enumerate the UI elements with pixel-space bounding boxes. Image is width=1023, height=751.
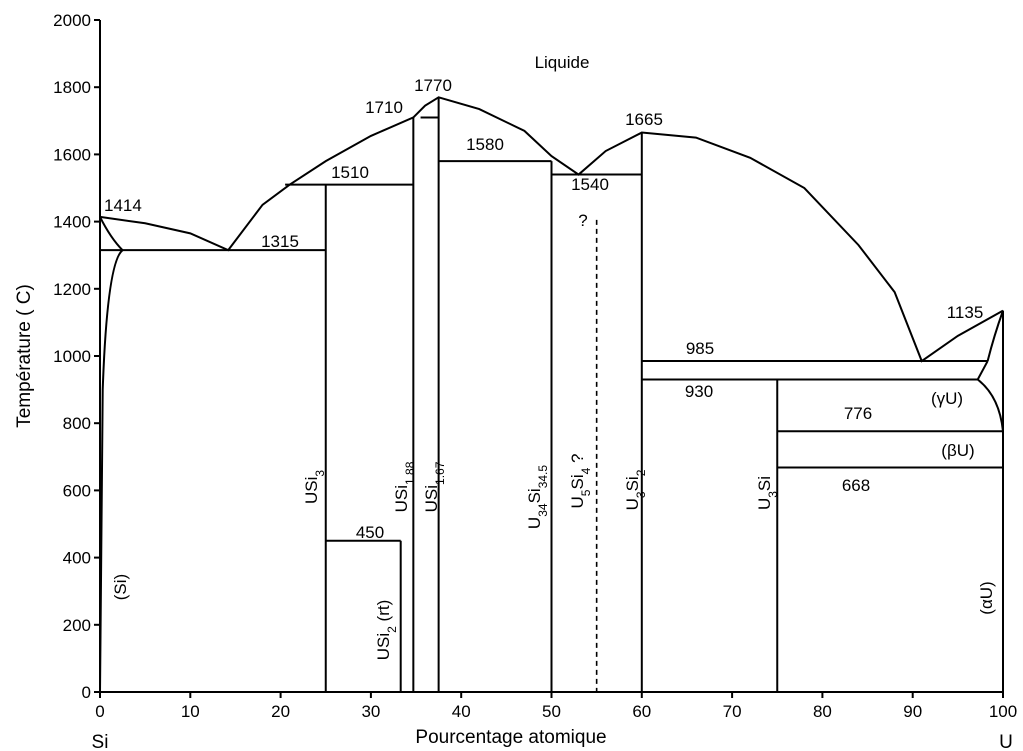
x-tick-label: 100 xyxy=(989,702,1017,721)
temperature-label: 1540 xyxy=(571,175,609,194)
y-tick-label: 400 xyxy=(63,549,91,568)
y-tick-label: 1200 xyxy=(53,280,91,299)
liquidus-curve xyxy=(99,96,1004,363)
temperature-label: 1315 xyxy=(261,232,299,251)
question-mark-label: ? xyxy=(578,211,587,230)
compound-label: U3Si2 xyxy=(623,469,648,510)
y-axis-label: Température ( C) xyxy=(14,284,35,428)
temperature-label: 1510 xyxy=(331,163,369,182)
x-tick-label: 50 xyxy=(542,702,561,721)
si-solvus-curve xyxy=(99,249,124,693)
x-tick-label: 30 xyxy=(361,702,380,721)
x-tick-label: 60 xyxy=(632,702,651,721)
temperature-label: 930 xyxy=(685,382,713,401)
x-tick-label: 10 xyxy=(181,702,200,721)
temperature-label: 450 xyxy=(356,523,384,542)
compound-label: U5Si4 ? xyxy=(568,454,593,509)
compound-label: USi1.67 xyxy=(422,461,447,512)
y-tick-label: 1400 xyxy=(53,213,91,232)
liquid-region-label: Liquide xyxy=(535,53,590,72)
temperature-label: 1135 xyxy=(947,303,984,322)
temperature-label: 776 xyxy=(844,404,872,423)
alpha-u-label: (αU) xyxy=(977,581,996,614)
compound-label: USi1.88 xyxy=(392,461,417,512)
compound-label: U34Si34.5 xyxy=(525,465,550,529)
left-end-label: Si xyxy=(92,732,109,751)
x-tick-label: 40 xyxy=(452,702,471,721)
y-tick-label: 2000 xyxy=(53,11,91,30)
y-tick-label: 1000 xyxy=(53,347,91,366)
diagram-labels: Pourcentage atomique Température ( C) Si… xyxy=(14,53,1013,751)
temperature-label: 1770 xyxy=(414,76,452,95)
x-tick-label: 90 xyxy=(903,702,922,721)
compound-label: U3Si xyxy=(755,476,780,510)
x-tick-label: 80 xyxy=(813,702,832,721)
y-tick-label: 600 xyxy=(63,481,91,500)
si-phase-label: (Si) xyxy=(111,574,130,600)
x-tick-label: 0 xyxy=(95,702,104,721)
right-end-label: U xyxy=(999,732,1013,751)
axes: 0 10 20 30 40 50 60 70 80 90 100020040060080010001… xyxy=(53,11,1017,721)
y-tick-label: 1800 xyxy=(53,78,91,97)
gamma-u-label: (γU) xyxy=(931,389,963,408)
y-tick-label: 1600 xyxy=(53,145,91,164)
temperature-label: 1710 xyxy=(365,98,403,117)
x-tick-label: 20 xyxy=(271,702,290,721)
temperature-label: 668 xyxy=(842,476,870,495)
compound-label: USi3 xyxy=(302,470,327,504)
phase-lines xyxy=(99,96,1004,693)
compound-label: USi2 (rt) xyxy=(374,600,399,661)
gamma-u-solidus-curve xyxy=(986,310,1004,362)
si-solidus-curve xyxy=(99,216,124,251)
temperature-label: 1414 xyxy=(104,196,142,215)
y-tick-label: 800 xyxy=(63,414,91,433)
beta-u-label: (βU) xyxy=(941,441,974,460)
temperature-label: 1665 xyxy=(625,110,663,129)
y-tick-label: 0 xyxy=(82,683,91,702)
temperature-label: 1580 xyxy=(466,135,504,154)
x-tick-label: 70 xyxy=(723,702,742,721)
temperature-label: 985 xyxy=(686,339,714,358)
x-axis-label: Pourcentage atomique xyxy=(415,727,606,748)
y-tick-label: 200 xyxy=(63,616,91,635)
gamma-u-solvus-curve xyxy=(976,360,1004,432)
